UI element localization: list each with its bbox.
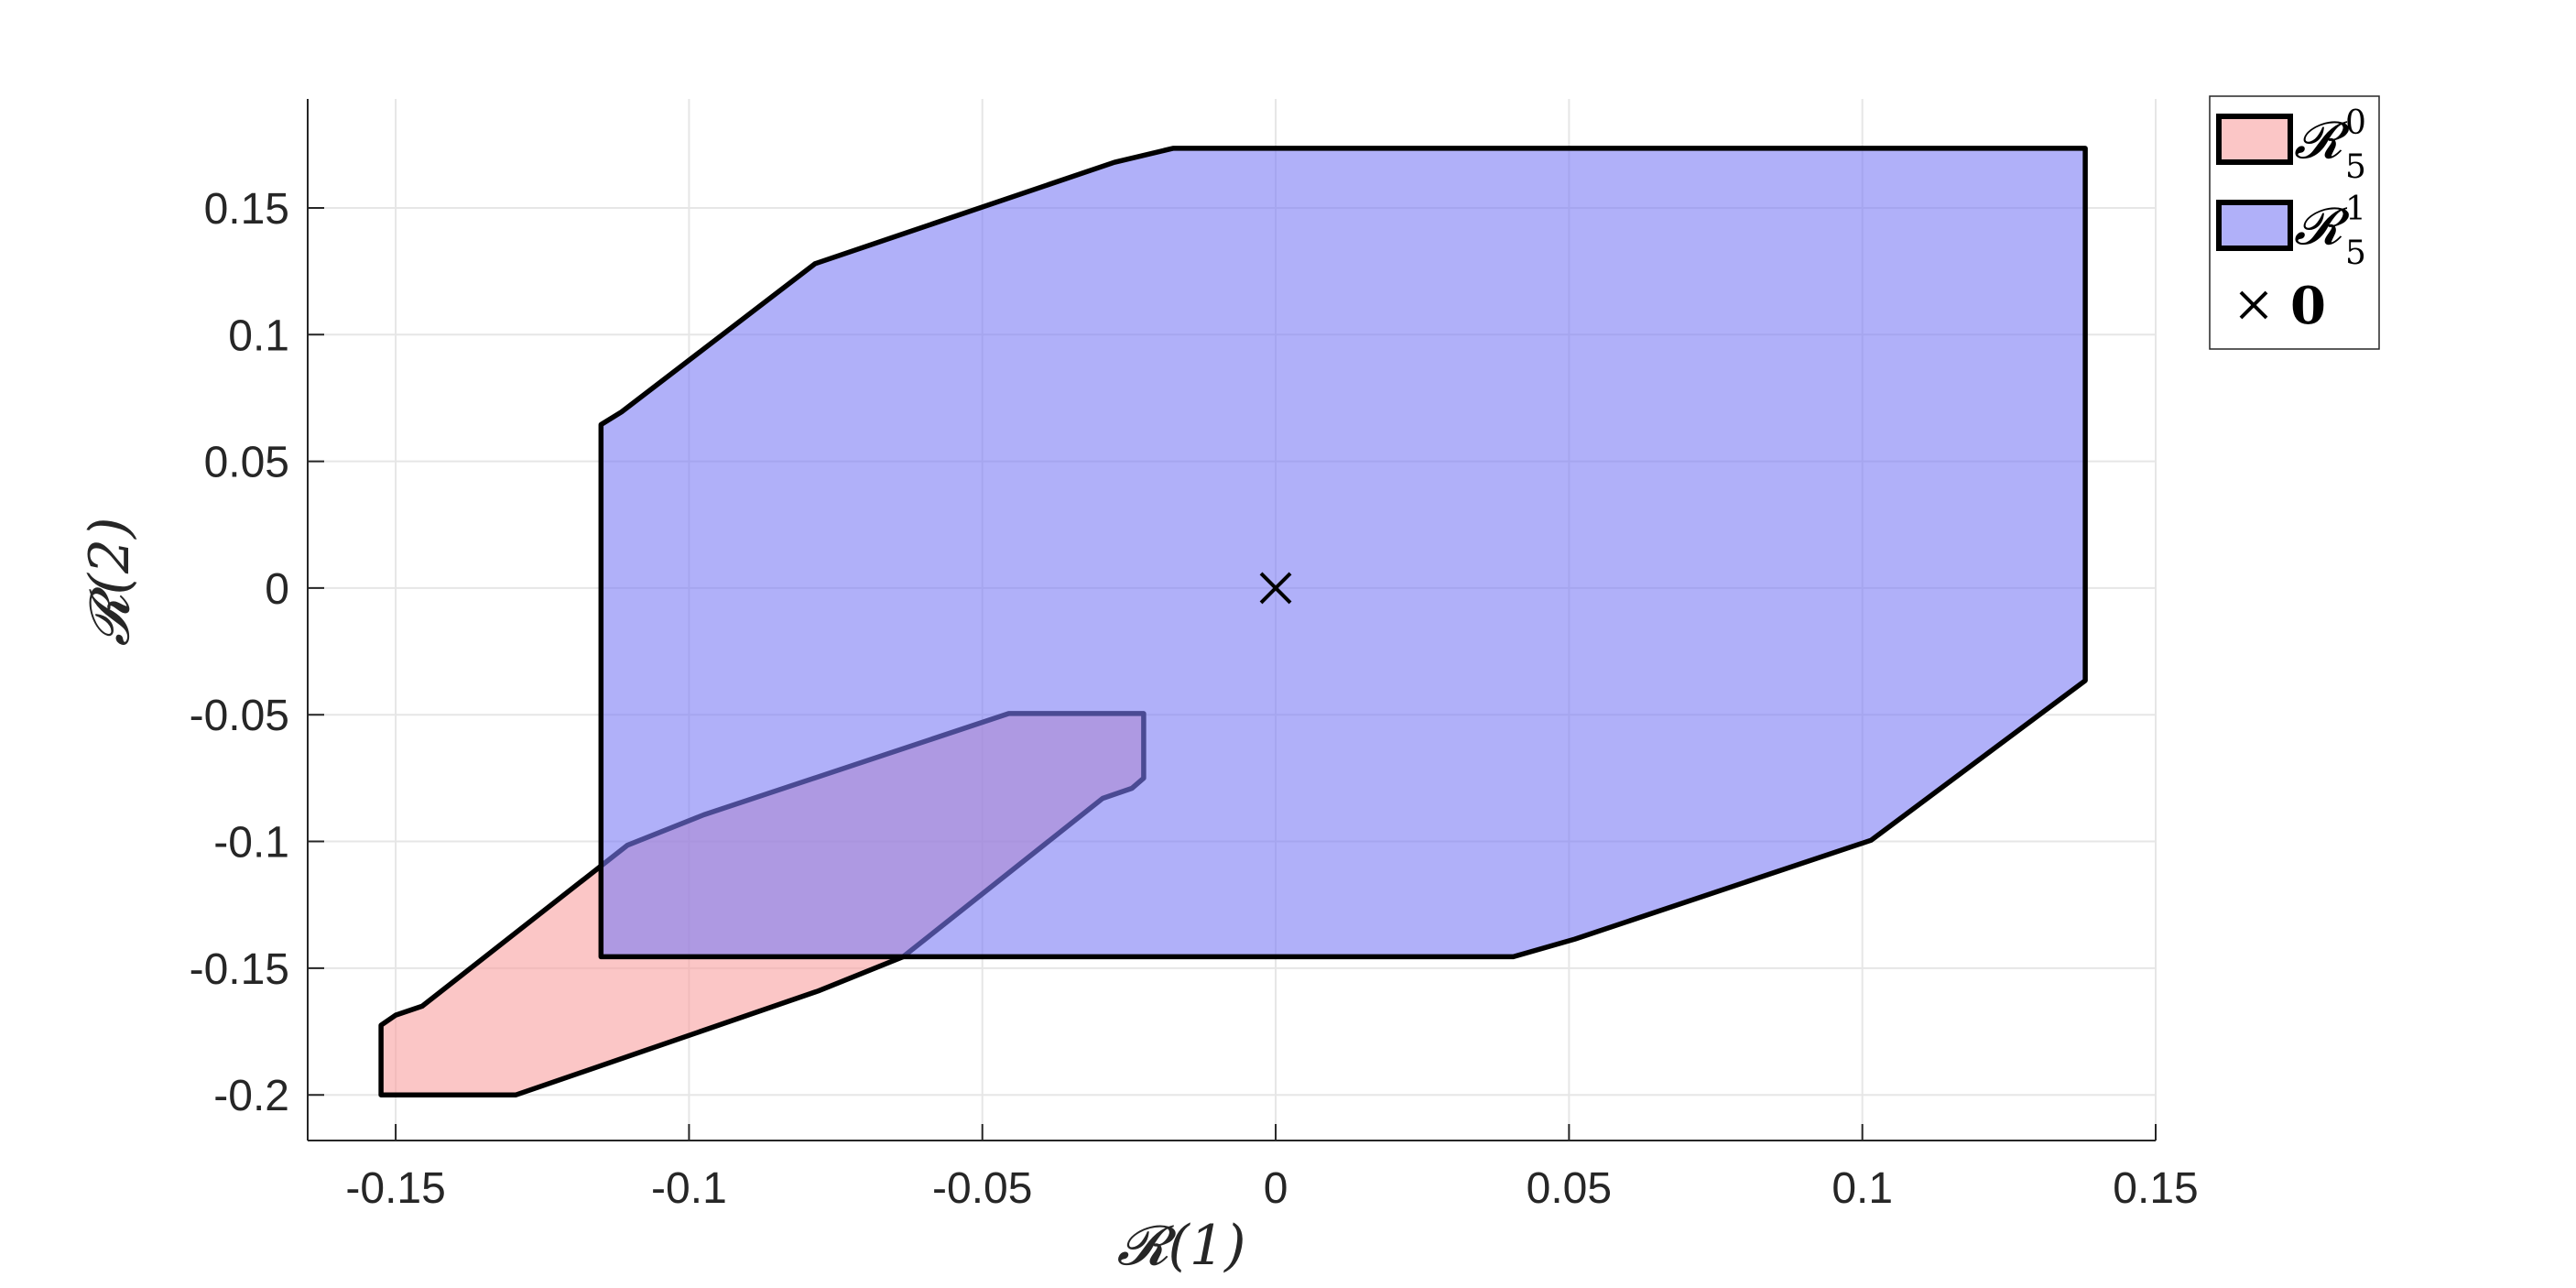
region-polygons (378, 146, 2088, 1097)
legend-marker-icon (2239, 290, 2268, 320)
y-tick-label: -0.05 (190, 692, 289, 740)
y-tick-label: 0.15 (204, 185, 289, 234)
y-tick-label: 0.05 (204, 439, 289, 487)
legend-swatch (2216, 200, 2293, 251)
tick-labels: -0.15 -0.1 -0.05 0 0.05 0.1 0.15 -0.2 -0.15 -0.1 -… (190, 185, 2199, 1213)
x-tick-label: 0.1 (1831, 1164, 1893, 1213)
x-tick-label: -0.15 (345, 1164, 445, 1213)
y-tick-label: -0.2 (213, 1072, 289, 1120)
legend-swatch (2216, 114, 2293, 165)
legend-subscript: 5 (2345, 235, 2366, 272)
x-tick-label: -0.1 (651, 1164, 727, 1213)
legend-label: 𝓡 (2294, 197, 2350, 257)
legend-subscript: 5 (2345, 148, 2366, 186)
x-tick-label: 0.15 (2113, 1164, 2198, 1213)
x-tick-label: 0.05 (1527, 1164, 1612, 1213)
legend-label: 0 (2290, 276, 2326, 336)
y-tick-label: 0 (265, 565, 289, 614)
x-tick-label: -0.05 (932, 1164, 1032, 1213)
x-tick-label: 0 (1264, 1164, 1288, 1213)
legend-superscript: 1 (2345, 191, 2366, 228)
legend: 𝓡 05𝓡 150 (2209, 95, 2380, 350)
y-tick-label: -0.15 (190, 945, 289, 994)
y-tick-label: -0.1 (213, 819, 289, 868)
y-tick-label: 0.1 (228, 311, 289, 360)
origin-markers (1259, 572, 1292, 605)
region-polygon-1 (598, 146, 2088, 960)
axes (307, 99, 2157, 1141)
y-axis-label: 𝓡(2) (78, 517, 142, 646)
legend-superscript: 0 (2345, 104, 2366, 142)
legend-label: 𝓡 (2294, 111, 2350, 170)
x-axis-label: 𝓡(1) (1116, 1214, 1245, 1278)
origin-marker (1259, 572, 1292, 605)
